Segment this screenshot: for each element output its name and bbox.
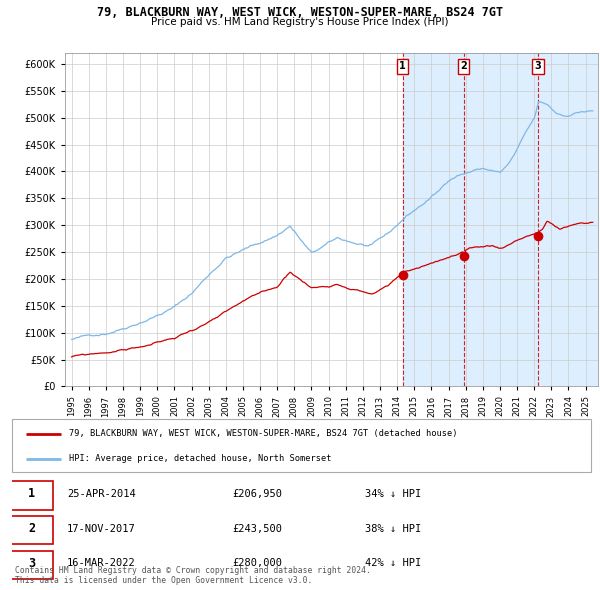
Text: 79, BLACKBURN WAY, WEST WICK, WESTON-SUPER-MARE, BS24 7GT (detached house): 79, BLACKBURN WAY, WEST WICK, WESTON-SUP…	[69, 430, 457, 438]
Text: £280,000: £280,000	[232, 558, 282, 568]
Text: 42% ↓ HPI: 42% ↓ HPI	[365, 558, 421, 568]
Text: 16-MAR-2022: 16-MAR-2022	[67, 558, 136, 568]
Text: 17-NOV-2017: 17-NOV-2017	[67, 524, 136, 533]
Text: 2: 2	[460, 61, 467, 71]
Text: £206,950: £206,950	[232, 489, 282, 499]
Text: £243,500: £243,500	[232, 524, 282, 533]
Text: 34% ↓ HPI: 34% ↓ HPI	[365, 489, 421, 499]
Text: 3: 3	[535, 61, 541, 71]
FancyBboxPatch shape	[11, 516, 53, 545]
Text: 79, BLACKBURN WAY, WEST WICK, WESTON-SUPER-MARE, BS24 7GT: 79, BLACKBURN WAY, WEST WICK, WESTON-SUP…	[97, 6, 503, 19]
Text: 2: 2	[28, 522, 35, 535]
Text: 1: 1	[28, 487, 35, 500]
FancyBboxPatch shape	[12, 419, 591, 472]
Text: 25-APR-2014: 25-APR-2014	[67, 489, 136, 499]
Text: HPI: Average price, detached house, North Somerset: HPI: Average price, detached house, Nort…	[69, 454, 331, 463]
Text: Contains HM Land Registry data © Crown copyright and database right 2024.
This d: Contains HM Land Registry data © Crown c…	[15, 566, 371, 585]
Bar	[403, 53, 600, 386]
Text: 38% ↓ HPI: 38% ↓ HPI	[365, 524, 421, 533]
Text: 1: 1	[399, 61, 406, 71]
Text: Price paid vs. HM Land Registry's House Price Index (HPI): Price paid vs. HM Land Registry's House …	[151, 17, 449, 27]
FancyBboxPatch shape	[11, 481, 53, 510]
Text: 3: 3	[28, 557, 35, 570]
FancyBboxPatch shape	[11, 550, 53, 579]
